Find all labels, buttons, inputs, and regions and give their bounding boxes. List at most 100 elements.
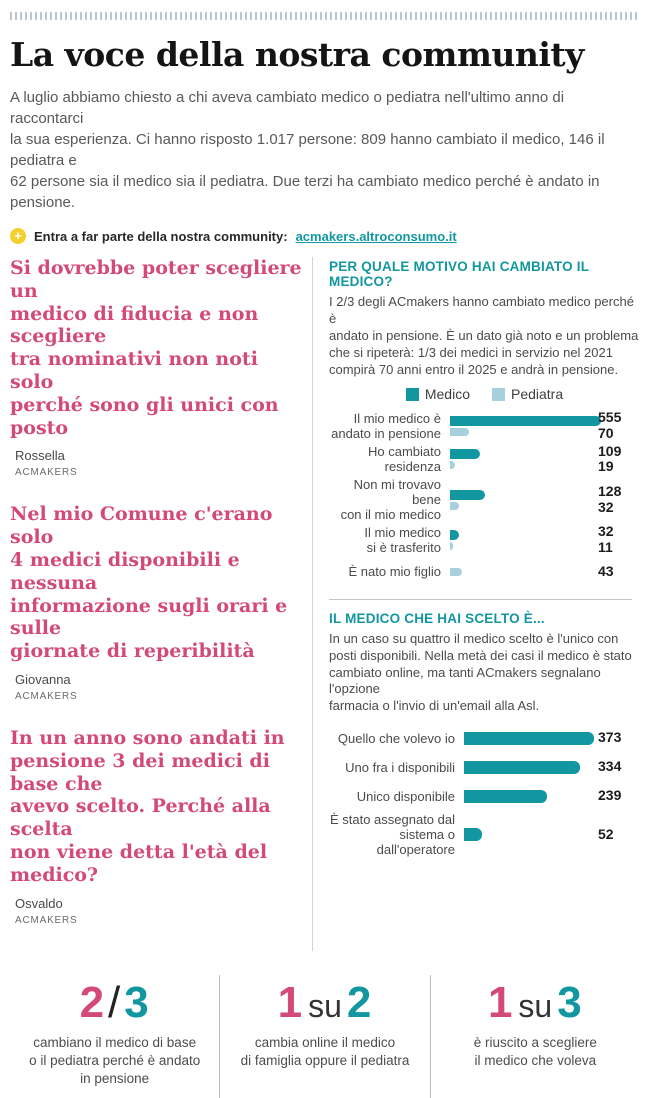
stat-block: 1 su 2 cambia online il medico di famiglia … <box>219 974 429 1098</box>
quote-block: Si dovrebbe poter scegliere un medico di… <box>10 257 304 478</box>
bar <box>450 489 485 500</box>
bar-label: È stato assegnato dal sistema o dall'ope… <box>329 812 455 858</box>
quote-block: Nel mio Comune c'erano solo 4 medici dis… <box>10 503 304 702</box>
bar <box>450 501 459 510</box>
bar-value: 128 <box>598 483 622 500</box>
legend-swatch <box>491 387 505 401</box>
bar <box>450 416 601 427</box>
quote-author: Giovanna <box>15 671 71 687</box>
stat-value-part: 1 <box>487 977 514 1027</box>
stat-value-part: su <box>308 987 342 1024</box>
bar-label: Quello che volevo io <box>337 730 455 746</box>
stat-value-part: 3 <box>124 977 150 1027</box>
bar-value-group: 555 70 <box>592 410 640 441</box>
bar-value: 43 <box>598 562 614 579</box>
chart-description: In un caso su quattro il medico scelto è… <box>329 630 632 714</box>
bar <box>450 542 453 551</box>
stat-caption: cambia online il medico di famiglia oppu… <box>240 1034 410 1068</box>
bar-group <box>450 449 592 470</box>
bar-value: 32 <box>598 523 614 540</box>
chart-section-scelto: IL MEDICO CHE HAI SCELTO È... In un caso… <box>329 611 640 858</box>
bar-value: 239 <box>598 787 622 804</box>
chart-rows: Quello che volevo io 373 Uno fra i disponi… <box>329 725 640 858</box>
chart-row: Quello che volevo io 373 <box>329 725 640 751</box>
bar-value-group: 43 <box>592 562 640 580</box>
stat-value-part: 3 <box>557 977 583 1027</box>
bar <box>464 731 594 745</box>
bar-label: Unico disponibile <box>356 788 455 804</box>
bar <box>450 461 456 470</box>
legend-label: Pediatra <box>510 386 564 403</box>
quote-role: ACMAKERS <box>15 467 78 479</box>
bar-value: 555 <box>598 409 622 426</box>
bar <box>450 449 480 460</box>
stat-value-part: / <box>108 977 122 1027</box>
bar-label: Ho cambiato residenza <box>368 444 441 475</box>
bar <box>464 828 483 842</box>
stat-value: 1 su 3 <box>439 977 632 1027</box>
bar-label: Non mi trovavo bene con il mio medico <box>340 477 441 523</box>
chart-row: Il mio medico si è trasferito 32 11 <box>329 524 640 555</box>
legend-label: Medico <box>424 386 470 403</box>
bar-value-group: 334 <box>592 759 640 775</box>
stat-value-part: 2 <box>346 977 373 1027</box>
bar-label: Uno fra i disponibili <box>345 759 455 775</box>
chart-rows: Il mio medico è andato in pensione 555 70 H… <box>329 410 640 585</box>
perforation-strip <box>10 12 640 20</box>
quotes-column: Si dovrebbe poter scegliere un medico di… <box>10 257 312 951</box>
page-title: La voce della nostra community <box>10 35 584 74</box>
bar <box>450 567 462 576</box>
bar-value: 52 <box>598 825 614 842</box>
bar <box>464 760 581 774</box>
quote-role: ACMAKERS <box>15 690 78 702</box>
intro-paragraph: A luglio abbiamo chiesto a chi aveva cam… <box>10 89 605 211</box>
legend-item: Medico <box>405 386 470 403</box>
quote-author: Rossella <box>15 448 65 464</box>
bar-label: Il mio medico si è trasferito <box>364 524 441 556</box>
main-columns: Si dovrebbe poter scegliere un medico di… <box>10 257 640 951</box>
plus-icon: + <box>10 228 26 244</box>
bar-group <box>450 416 601 437</box>
bar-value-group: 109 19 <box>592 442 640 475</box>
bar <box>450 428 470 437</box>
chart-row: Non mi trovavo bene con il mio medico 128… <box>329 477 640 522</box>
stat-value-part: 1 <box>277 977 304 1027</box>
chart-row: Ho cambiato residenza 109 19 <box>329 442 640 475</box>
section-divider <box>329 598 632 600</box>
stat-value-part: 2 <box>79 977 106 1027</box>
bar-value-group: 32 11 <box>592 524 640 555</box>
stat-value: 2/3 <box>18 977 211 1027</box>
quote-text: Nel mio Comune c'erano solo 4 medici dis… <box>10 503 288 663</box>
chart-title: IL MEDICO CHE HAI SCELTO È... <box>329 610 545 626</box>
bar <box>464 789 548 803</box>
stat-block: 2/3 cambiano il medico di base o il pedia… <box>10 975 219 1098</box>
bar-value: 334 <box>598 758 622 775</box>
chart-row: Unico disponibile 239 <box>329 783 640 809</box>
chart-title: PER QUALE MOTIVO HAI CAMBIATO IL MEDICO? <box>329 259 589 289</box>
bar-group <box>464 760 592 774</box>
cta-label: Entra a far parte della nostra community… <box>34 228 288 244</box>
chart-row: È stato assegnato dal sistema o dall'ope… <box>329 812 640 857</box>
bar-value: 19 <box>598 458 614 475</box>
bar-value-group: 373 <box>592 730 640 746</box>
bar-group <box>450 489 592 510</box>
stat-caption: è riuscito a scegliere il medico che vol… <box>473 1034 597 1068</box>
chart-legend: Medico Pediatra <box>329 386 640 402</box>
bar-group <box>464 731 594 745</box>
charts-column: PER QUALE MOTIVO HAI CAMBIATO IL MEDICO?… <box>312 257 640 951</box>
bar-group <box>450 530 592 551</box>
stat-caption: cambiano il medico di base o il pediatra… <box>29 1034 201 1086</box>
bar-value-group: 128 32 <box>592 483 640 515</box>
legend-item: Pediatra <box>491 386 564 403</box>
cta-link[interactable]: acmakers.altroconsumo.it <box>295 228 457 244</box>
bar-value-group: 239 <box>592 788 640 804</box>
bar-group <box>464 828 592 842</box>
magazine-page: La voce della nostra community A luglio … <box>0 12 650 1098</box>
stat-block: 1 su 3 è riuscito a scegliere il medico che… <box>429 974 640 1098</box>
stat-value-part: su <box>518 987 553 1024</box>
bar-value: 109 <box>598 442 622 459</box>
bar-value: 373 <box>598 729 622 746</box>
chart-row: Il mio medico è andato in pensione 555 70 <box>329 410 640 441</box>
chart-row: È nato mio figlio 43 <box>329 558 640 586</box>
bar-value-group: 52 <box>592 825 640 843</box>
